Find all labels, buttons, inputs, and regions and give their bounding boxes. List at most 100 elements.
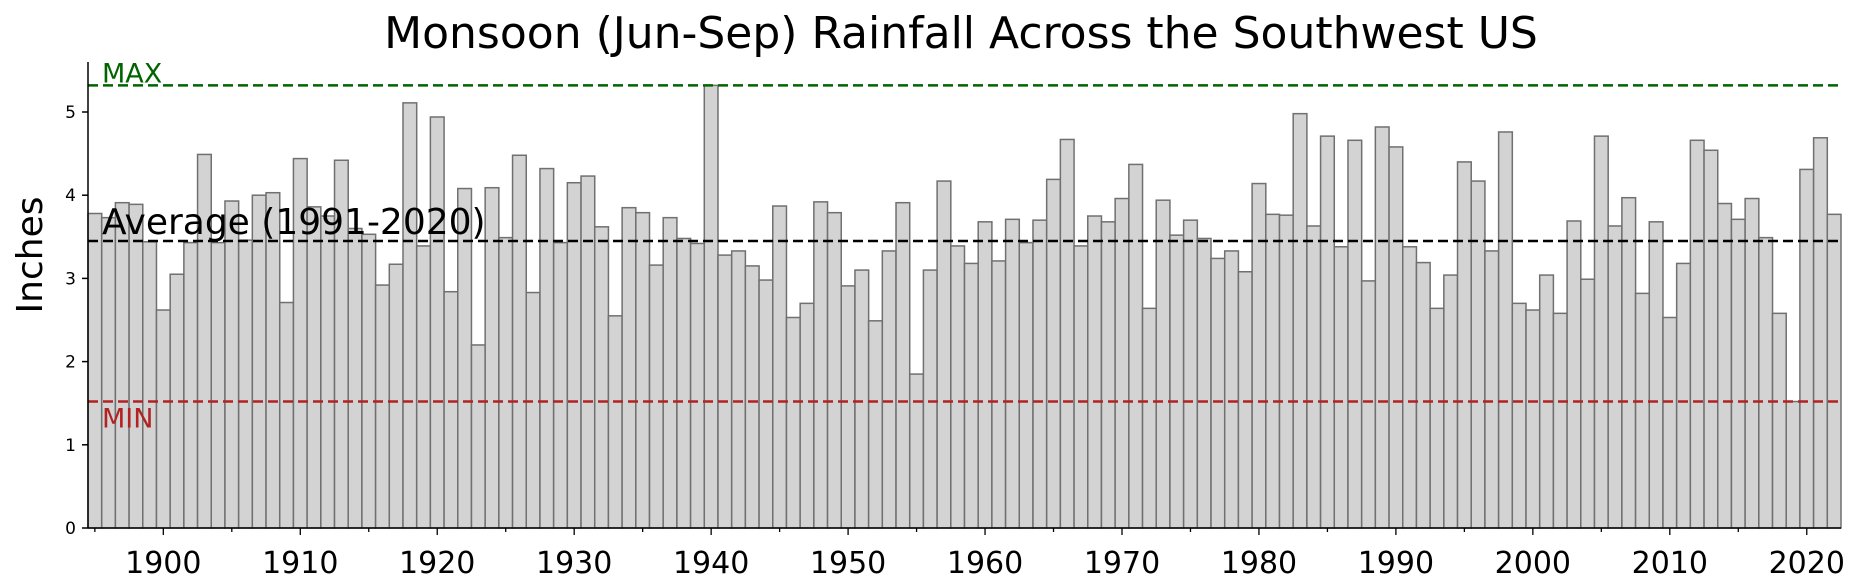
bar-1967 [1073,245,1089,529]
bar-1952 [867,320,884,529]
y-tick-label: 0 [65,519,76,539]
bar-1982 [1278,214,1294,529]
bar-1978 [1223,250,1240,529]
bar-1984 [1306,225,1322,529]
bar-1908 [265,191,281,529]
bar-1992 [1415,261,1431,529]
x-tick-label: 1950 [810,546,886,581]
reference-label-average: Average (1991-2020) [102,202,486,243]
x-tick-label: 1930 [536,546,612,581]
bar-1980 [1251,182,1267,529]
bar-2006 [1607,225,1623,529]
bar-1938 [676,237,692,529]
y-tick-label: 4 [65,186,76,206]
bar-1905 [224,200,240,529]
bar-1926 [511,154,527,529]
bar-2012 [1689,139,1705,529]
x-tick-label: 1900 [125,546,201,581]
bar-1897 [114,201,130,529]
bar-1979 [1237,270,1253,529]
bar-1998 [1497,131,1514,529]
bar-1959 [963,262,979,529]
bar-1957 [936,180,952,529]
bar-1943 [744,265,760,529]
bar-1904 [210,241,226,529]
y-tick-label: 3 [65,269,76,289]
bar-1945 [772,205,788,529]
bar-1985 [1319,135,1336,529]
bar-1977 [1210,257,1226,529]
bar-1937 [662,216,678,529]
bar-1934 [621,206,637,529]
bar-1907 [251,194,267,529]
bar-1975 [1182,219,1199,529]
bar-1965 [1045,178,1062,529]
bar-1947 [799,302,815,529]
bar-1970 [1114,197,1130,529]
bar-1942 [730,250,747,529]
bar-2004 [1580,278,1596,529]
bar-1991 [1402,246,1418,529]
y-axis-label: Inches [10,197,51,314]
y-tick-label: 1 [65,436,76,456]
bar-2020 [1799,168,1815,529]
bar-1986 [1333,246,1349,529]
bar-1928 [539,167,555,529]
bar-2007 [1621,196,1637,529]
bar-1927 [525,291,541,529]
bar-1920 [429,116,445,529]
bar-2008 [1634,292,1651,529]
reference-lines-group: MAX Average (1991-2020) MIN [88,58,1841,435]
x-tick-label: 1940 [673,546,749,581]
bar-1972 [1141,307,1157,529]
bar-1921 [443,290,459,529]
bar-2005 [1593,135,1609,529]
bar-1961 [991,260,1007,529]
bar-1949 [826,211,842,529]
bar-1956 [922,269,938,529]
bar-2015 [1730,218,1746,529]
bar-1909 [278,301,295,529]
bar-1954 [895,201,911,529]
bar-1964 [1032,219,1048,529]
bar-1969 [1100,221,1116,529]
bar-1968 [1087,215,1103,529]
bar-2018 [1771,312,1787,529]
bar-1976 [1196,237,1212,529]
chart-title: Monsoon (Jun-Sep) Rainfall Across the So… [384,8,1538,59]
bar-1963 [1018,241,1034,529]
bar-1932 [593,226,610,529]
bar-1898 [128,203,144,529]
bar-1931 [580,175,596,529]
bar-1912 [320,215,336,529]
bar-2009 [1648,221,1664,529]
bar-1919 [415,245,432,529]
bar-1923 [470,344,486,529]
bar-1918 [402,102,418,529]
bar-1929 [552,241,569,529]
bar-1941 [717,254,733,529]
bar-2000 [1525,309,1541,529]
bar-1933 [607,315,623,529]
bar-1962 [1004,218,1021,529]
x-tick-label: 1990 [1358,546,1434,581]
bar-1895 [87,212,103,529]
bar-1955 [908,373,925,529]
reference-label-min: MIN [102,404,153,435]
bar-2021 [1812,137,1829,529]
bar-2017 [1758,236,1774,529]
bar-1936 [648,264,664,529]
bar-1966 [1059,138,1075,529]
bar-2014 [1716,202,1733,529]
bar-1999 [1511,302,1527,529]
bar-1896 [100,216,117,529]
bar-2010 [1662,316,1678,529]
bar-2022 [1826,213,1842,529]
x-tick-label: 2000 [1495,546,1571,581]
bar-1906 [237,239,254,529]
bar-1981 [1265,213,1281,529]
bar-1974 [1169,234,1185,529]
bar-1917 [388,263,404,529]
bar-1911 [306,206,322,529]
